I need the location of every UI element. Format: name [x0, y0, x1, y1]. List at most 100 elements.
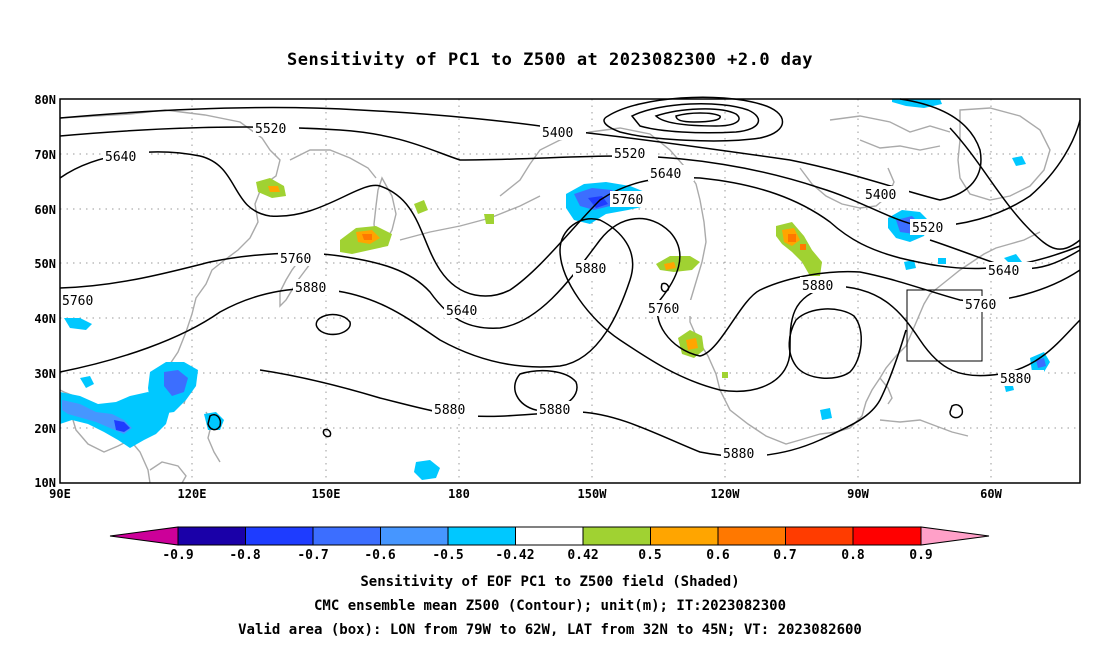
coast-arctic-islands — [829, 115, 951, 133]
contour-label: 5880 — [802, 279, 833, 294]
colorbar-segment — [852, 526, 922, 546]
map-frame — [60, 99, 1080, 483]
coast-greenland — [957, 107, 1051, 201]
caption-valid-area: Valid area (box): LON from 79W to 62W, L… — [238, 622, 862, 638]
shade-plains-red-2 — [800, 244, 806, 250]
colorbar-label: -0.5 — [432, 548, 463, 563]
coast-aleutians — [399, 195, 541, 241]
coast-caribbean — [879, 419, 969, 437]
contour-5760-cell — [660, 282, 670, 293]
coast-arctic-islands-2 — [859, 139, 941, 151]
lon-label: 120E — [178, 487, 207, 501]
contour-label: 5760 — [612, 193, 643, 208]
z500-contours — [59, 96, 1081, 458]
contour-label: 5880 — [295, 281, 326, 296]
colorbar-segment — [717, 526, 786, 546]
shade-kamchatka-red — [362, 234, 372, 240]
contour-5400-north — [59, 98, 982, 201]
colorbar-label: -0.7 — [297, 548, 328, 563]
colorbar-label: 0.42 — [567, 548, 598, 563]
longitude-labels: 90E 120E 150E 180 150W 120W 90W 60W — [49, 487, 1002, 501]
shade-west-pacific-small-1 — [64, 318, 92, 330]
contour-5880-cell-c — [207, 414, 222, 431]
shade-aleutian-green — [484, 214, 494, 224]
shade-california-orange — [686, 338, 698, 350]
contour-5640-main — [59, 151, 1081, 297]
colorbar-label: -0.42 — [495, 548, 534, 563]
lat-label: 30N — [34, 367, 56, 381]
contour-labels: 5520 5400 5640 5520 5640 5760 5400 5760 … — [60, 120, 1044, 462]
contour-label: 5640 — [988, 264, 1019, 279]
lat-label: 10N — [34, 476, 56, 490]
lat-label: 70N — [34, 148, 56, 162]
contour-label: 5760 — [280, 252, 311, 267]
contour-label: 5760 — [648, 302, 679, 317]
lat-label: 60N — [34, 203, 56, 217]
contour-label: 5400 — [542, 126, 573, 141]
lon-label: 90E — [49, 487, 71, 501]
lon-label: 90W — [847, 487, 869, 501]
shade-west-pacific-small-2 — [80, 376, 94, 388]
lat-label: 40N — [34, 312, 56, 326]
contour-low-3 — [654, 108, 740, 127]
contour-5520-east — [949, 127, 1081, 250]
lat-label: 50N — [34, 257, 56, 271]
lat-label: 20N — [34, 422, 56, 436]
colorbar-label: -0.6 — [364, 548, 395, 563]
shade-gulf-mexico-small — [820, 408, 832, 420]
shade-bc-orange — [664, 262, 676, 270]
contour-5880-cell-e — [788, 308, 862, 379]
map-panel: 5520 5400 5640 5520 5640 5760 5400 5760 … — [59, 96, 1081, 484]
colorbar-label: 0.9 — [909, 548, 932, 563]
lon-label: 120W — [711, 487, 741, 501]
colorbar-segment — [515, 526, 584, 546]
colorbar-label: -0.8 — [229, 548, 260, 563]
shade-atlantic-mid — [1036, 358, 1046, 368]
shade-okhotsk-orange — [268, 186, 280, 192]
colorbar-segment — [312, 526, 381, 546]
colorbar-segment — [177, 526, 246, 546]
lon-label: 150W — [578, 487, 608, 501]
contour-label: 5640 — [105, 150, 136, 165]
contour-label: 5400 — [865, 188, 896, 203]
colorbar-label: 0.5 — [638, 548, 661, 563]
colorbar-segment — [785, 526, 854, 546]
lon-label: 180 — [448, 487, 470, 501]
coast-borneo — [149, 461, 187, 484]
shade-east-china-mid — [164, 370, 188, 396]
coast-sea-of-okhotsk — [289, 149, 377, 179]
contour-label: 5520 — [614, 147, 645, 162]
contour-low-4 — [675, 112, 721, 123]
map-title: Sensitivity of PC1 to Z500 at 2023082300… — [286, 50, 813, 70]
contour-label: 5880 — [1000, 372, 1031, 387]
shade-mexico-green — [722, 372, 728, 378]
grid-lines — [60, 99, 1080, 483]
shade-central-pacific — [414, 460, 440, 480]
contour-5880-cell-a — [315, 313, 351, 336]
colorbar-label: 0.6 — [706, 548, 730, 563]
shade-east-canada-small-2 — [938, 258, 946, 264]
coast-japan — [279, 257, 311, 308]
shade-south-china-mid — [62, 400, 132, 434]
contour-label: 5880 — [575, 262, 606, 277]
contour-5880-cell-f — [949, 403, 964, 419]
contour-low-2 — [630, 103, 760, 134]
contour-5880-south — [259, 329, 907, 458]
sensitivity-shading — [60, 99, 1050, 480]
latitude-labels: 80N 70N 60N 50N 40N 30N 20N 10N — [34, 93, 56, 490]
contour-label: 5760 — [62, 294, 93, 309]
shade-south-china-dark — [114, 420, 130, 432]
colorbar-low-end — [109, 526, 179, 546]
contour-label: 5520 — [912, 221, 943, 236]
contour-label: 5880 — [539, 403, 570, 418]
colorbar-segment — [447, 526, 516, 546]
colorbar-label: 0.8 — [841, 548, 865, 563]
contour-low-1 — [603, 96, 784, 142]
caption-shaded: Sensitivity of EOF PC1 to Z500 field (Sh… — [360, 574, 740, 590]
lon-label: 60W — [980, 487, 1002, 501]
caption-contour: CMC ensemble mean Z500 (Contour); unit(m… — [313, 598, 786, 614]
shade-plains-red — [788, 234, 796, 242]
contour-label: 5520 — [255, 122, 286, 137]
map-border — [59, 98, 1081, 484]
